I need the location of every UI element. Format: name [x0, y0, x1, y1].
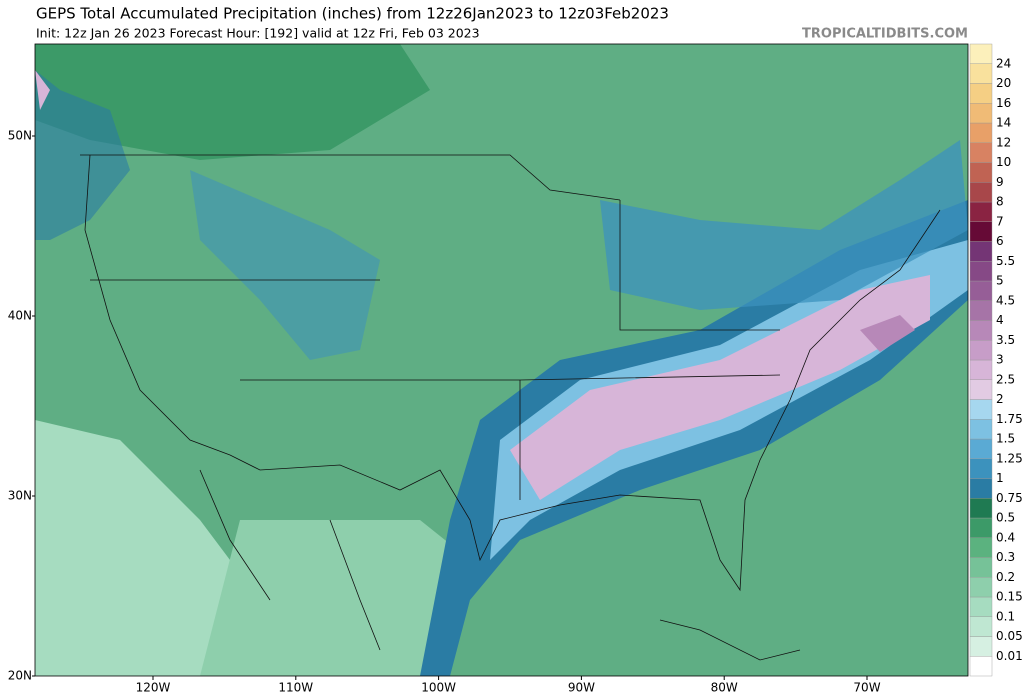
colorbar-label: 0.05	[996, 629, 1023, 643]
lat-label: 40N	[8, 309, 32, 323]
lat-label: 50N	[8, 129, 32, 143]
colorbar-label: 7	[996, 214, 1004, 228]
lat-label: 30N	[8, 489, 32, 503]
colorbar-label: 24	[996, 56, 1011, 70]
colorbar-cell	[969, 399, 993, 420]
colorbar-cell	[969, 537, 993, 558]
colorbar-label: 14	[996, 116, 1011, 130]
lon-label: 110W	[278, 681, 313, 695]
colorbar-label: 0.1	[996, 609, 1015, 623]
colorbar-cell	[969, 142, 993, 163]
colorbar-label: 3.5	[996, 333, 1015, 347]
colorbar-label: 0.2	[996, 570, 1015, 584]
title: GEPS Total Accumulated Precipitation (in…	[36, 5, 669, 23]
lat-label: 20N	[8, 669, 32, 683]
colorbar-cell	[969, 103, 993, 124]
colorbar-cell	[969, 63, 993, 84]
colorbar-label: 4.5	[996, 293, 1015, 307]
colorbar-cell	[969, 498, 993, 519]
colorbar-label: 0.75	[996, 491, 1023, 505]
colorbar-label: 1.5	[996, 432, 1015, 446]
colorbar-cell	[969, 340, 993, 361]
colorbar-cell	[969, 379, 993, 400]
colorbar-cell	[969, 596, 993, 617]
colorbar-cell	[969, 320, 993, 341]
colorbar-cell	[969, 241, 993, 262]
watermark: TROPICALTIDBITS.COM	[802, 27, 968, 42]
colorbar-label: 0.3	[996, 550, 1015, 564]
colorbar-label: 12	[996, 135, 1011, 149]
colorbar-label: 1.75	[996, 412, 1023, 426]
subtitle: Init: 12z Jan 26 2023 Forecast Hour: [19…	[36, 26, 480, 41]
colorbar-cell	[969, 438, 993, 459]
lon-label: 80W	[711, 681, 738, 695]
colorbar-label: 9	[996, 175, 1004, 189]
colorbar-cell	[969, 280, 993, 301]
colorbar-label: 5.5	[996, 254, 1015, 268]
colorbar-label: 4	[996, 313, 1004, 327]
colorbar-cell	[969, 616, 993, 637]
colorbar-cell	[969, 83, 993, 104]
colorbar-label: 0.5	[996, 511, 1015, 525]
colorbar-cell	[969, 419, 993, 440]
colorbar-cell	[969, 517, 993, 538]
colorbar-cell	[969, 636, 993, 657]
lon-label: 120W	[136, 681, 171, 695]
colorbar-cell	[969, 221, 993, 242]
colorbar-label: 16	[996, 96, 1011, 110]
colorbar-cell	[969, 300, 993, 321]
map	[34, 43, 969, 677]
colorbar-label: 2	[996, 392, 1004, 406]
colorbar-label: 1	[996, 471, 1004, 485]
colorbar-cell	[969, 458, 993, 479]
colorbar-cell	[969, 557, 993, 578]
colorbar-cell	[969, 656, 993, 677]
colorbar-label: 0.4	[996, 530, 1015, 544]
colorbar-cell	[969, 182, 993, 203]
colorbar-label: 6	[996, 234, 1004, 248]
colorbar-label: 2.5	[996, 372, 1015, 386]
colorbar-cell	[969, 359, 993, 380]
colorbar-label: 0.01	[996, 649, 1023, 663]
colorbar-cell	[969, 201, 993, 222]
lon-label: 100W	[421, 681, 456, 695]
colorbar-label: 8	[996, 195, 1004, 209]
colorbar-cell	[969, 478, 993, 499]
colorbar-label: 5	[996, 274, 1004, 288]
lon-label: 90W	[568, 681, 595, 695]
colorbar-cell	[969, 43, 993, 64]
colorbar-label: 0.15	[996, 590, 1023, 604]
colorbar-cell	[969, 577, 993, 598]
colorbar-label: 20	[996, 76, 1011, 90]
colorbar-label: 3	[996, 353, 1004, 367]
colorbar-cell	[969, 261, 993, 282]
lon-label: 70W	[853, 681, 880, 695]
colorbar-label: 1.25	[996, 451, 1023, 465]
colorbar-label: 10	[996, 155, 1011, 169]
colorbar-cell	[969, 162, 993, 183]
colorbar-cell	[969, 122, 993, 143]
